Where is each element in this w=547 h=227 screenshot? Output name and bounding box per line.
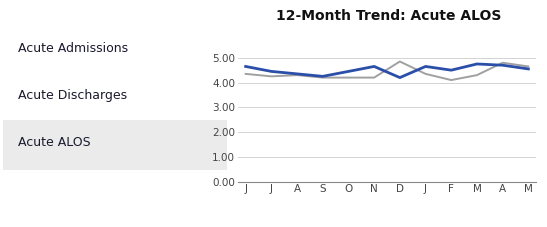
Text: 12-Month Trend: Acute ALOS: 12-Month Trend: Acute ALOS: [276, 9, 501, 23]
Text: Acute ALOS: Acute ALOS: [19, 136, 91, 149]
Text: Acute Admissions: Acute Admissions: [19, 42, 129, 55]
Text: Acute Discharges: Acute Discharges: [19, 89, 127, 102]
FancyBboxPatch shape: [3, 121, 227, 170]
